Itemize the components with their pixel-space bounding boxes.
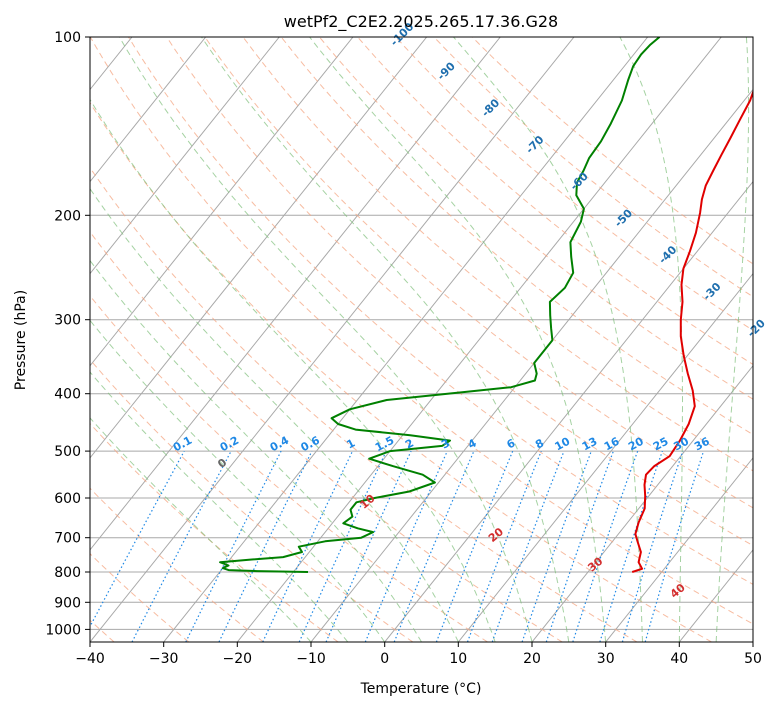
moist-adiabat-10: [90, 187, 459, 642]
mixing-ratio-label-25: 25: [651, 435, 671, 454]
mixing-ratio-line-30: [621, 450, 684, 642]
temperature-line: [631, 89, 753, 573]
isotherm-10: [457, 272, 753, 642]
isotherm--60: [90, 37, 428, 459]
isotherm--70: [90, 37, 354, 367]
x-tick-label-50: 50: [744, 651, 762, 667]
mixing-ratio-label-30: 30: [671, 435, 691, 454]
dewpoint-line: [219, 37, 661, 573]
x-tick-label-0: 0: [380, 651, 389, 667]
mixing-ratio-line-25: [599, 450, 663, 642]
dry-adiabat-110: [319, 37, 753, 400]
isotherm--30: [163, 37, 649, 642]
dry-adiabat-10: [90, 294, 488, 642]
isotherm-20: [531, 364, 753, 642]
moist-adiabat-15: [90, 98, 496, 642]
moist-adiabat-0: [90, 319, 386, 642]
x-tick-label--30: −30: [149, 651, 179, 667]
axes: −40 −30 −20 −10 0 10 20 30 40 50 100 200 300 400 500 60…: [45, 30, 762, 667]
moist-adiabat-30: [309, 37, 607, 642]
y-tick-label-300: 300: [54, 313, 81, 329]
mixing-ratio-line-20: [572, 450, 639, 642]
dry-adiabat-90: [242, 37, 753, 472]
mixing-ratio-line-3: [364, 450, 448, 642]
mixing-ratio-line-13: [521, 450, 592, 642]
x-tick-label-20: 20: [523, 651, 541, 667]
x-tick-label-40: 40: [670, 651, 688, 667]
moist-adiabat-5: [90, 259, 422, 642]
x-tick-label--40: −40: [75, 651, 105, 667]
mixing-ratio-line-6: [435, 450, 514, 642]
dry-adiabat-100: [280, 37, 753, 436]
isotherm--90: [90, 37, 207, 183]
chart-title: wetPf2_C2E2.2025.265.17.36.G28: [284, 12, 558, 32]
mixing-ratio-line-10: [491, 450, 565, 642]
y-tick-label-600: 600: [54, 491, 81, 507]
isotherm--20: [236, 37, 722, 642]
dry-adiabat-150: [471, 37, 753, 265]
isotherm--50: [90, 37, 501, 551]
dry-adiabat-70: [166, 37, 753, 547]
dry-adiabat-140: [433, 37, 753, 298]
y-tick-label-400: 400: [54, 387, 81, 403]
mixing-ratio-label-13: 13: [580, 435, 600, 454]
moist-adiabat-35: [453, 37, 643, 642]
moist-adiabat-40: [619, 37, 683, 642]
dry-adiabat-40: [90, 101, 712, 642]
moist-adiabat-45: [715, 37, 750, 642]
isotherm-0: [384, 180, 753, 642]
isotherm--40: [90, 37, 575, 642]
x-tick-label--20: −20: [223, 651, 253, 667]
y-tick-label-100: 100: [54, 30, 81, 46]
mixing-ratio-line-0.1: [90, 450, 185, 628]
x-tick-label-10: 10: [449, 651, 467, 667]
mixing-ratio-line-16: [545, 450, 614, 642]
mixing-ratio-label-20: 20: [626, 435, 646, 454]
x-tick-label--10: −10: [296, 651, 326, 667]
moist-adiabat-20: [118, 37, 533, 642]
dry-adiabat-80: [204, 37, 753, 509]
y-tick-label-800: 800: [54, 565, 81, 581]
y-tick-label-200: 200: [54, 208, 81, 224]
dry-adiabat-130: [395, 37, 753, 331]
background-lines: [90, 37, 753, 642]
mixing-ratio-line-0.4: [185, 450, 282, 642]
mixing-ratio-line-36: [644, 450, 705, 642]
y-tick-label-900: 900: [54, 595, 81, 611]
y-tick-label-700: 700: [54, 531, 81, 547]
x-axis-label: Temperature (°C): [360, 681, 482, 697]
moist-adiabat-25: [201, 37, 570, 642]
mixing-ratio-label-10: 10: [553, 435, 573, 454]
mixing-ratio-line-4: [393, 450, 475, 642]
mixing-ratio-label-16: 16: [602, 435, 622, 454]
moist-adiabat--5: [90, 371, 349, 642]
x-tick-label-30: 30: [597, 651, 615, 667]
profile-series: [219, 37, 753, 573]
isotherm-30: [605, 457, 753, 642]
y-axis-label: Pressure (hPa): [13, 290, 29, 390]
dry-adiabat-20: [90, 231, 563, 642]
mixing-ratio-line-8: [466, 450, 542, 642]
mixing-ratio-label-36: 36: [692, 435, 712, 454]
plot-frame: [89, 36, 754, 643]
dry-adiabat-50: [90, 37, 753, 625]
isotherm--80: [90, 37, 280, 275]
y-tick-label-500: 500: [54, 444, 81, 460]
y-tick-label-1000: 1000: [45, 622, 81, 638]
dry-adiabat-30: [90, 166, 638, 642]
